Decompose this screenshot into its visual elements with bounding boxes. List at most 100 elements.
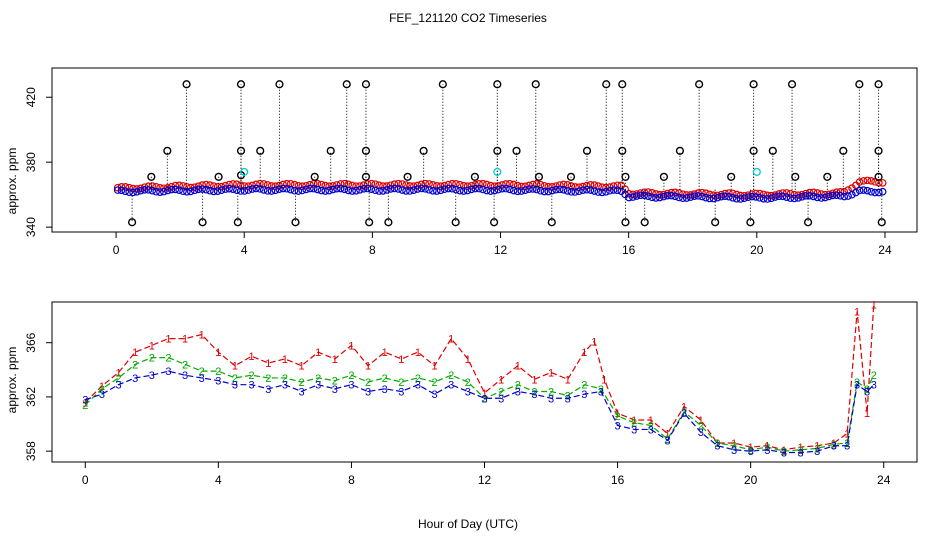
top-outlier-point: [531, 80, 540, 89]
top-point: [375, 187, 383, 195]
top-point: [567, 188, 576, 196]
top-point: [167, 185, 176, 194]
bottom-series-marker: 3: [182, 370, 188, 382]
bottom-series-marker: 1: [199, 330, 205, 342]
top-point: [252, 180, 260, 189]
bottom-series-marker: 1: [731, 438, 737, 450]
bottom-series-marker: 3: [232, 380, 238, 392]
top-data-layer: [113, 80, 887, 227]
bottom-series-marker: 1: [648, 415, 654, 427]
bottom-series-marker: 2: [382, 373, 388, 385]
top-point: [721, 192, 729, 201]
bottom-series-marker: 1: [315, 347, 321, 359]
top-outlier-point: [640, 218, 649, 227]
top-point: [448, 184, 456, 193]
top-y-tick-label: 420: [24, 87, 38, 107]
top-outlier-point: [874, 172, 883, 181]
chart-title: FEF_121120 CO2 Timeseries: [389, 11, 547, 25]
top-outlier-point: [877, 218, 886, 227]
top-outlier-point: [365, 218, 374, 227]
top-point: [740, 194, 749, 203]
top-point: [671, 192, 679, 201]
bottom-x-tick-label: 24: [877, 473, 891, 487]
top-point: [321, 187, 330, 195]
bottom-series-marker: 3: [731, 445, 737, 457]
top-point: [271, 186, 280, 195]
top-point: [379, 187, 387, 195]
top-point: [329, 185, 337, 194]
top-point: [794, 194, 802, 202]
bottom-series-marker: 1: [601, 374, 607, 386]
bottom-y-ticks: 358 362 366: [24, 332, 52, 461]
bottom-series-marker: 1: [681, 401, 687, 413]
top-point: [555, 185, 564, 194]
top-outlier-point: [547, 218, 556, 227]
top-point: [417, 184, 426, 193]
bottom-series-marker: 3: [814, 446, 820, 458]
top-outlier-point: [727, 172, 736, 181]
top-point: [709, 194, 718, 203]
top-point: [575, 187, 583, 196]
top-point: [171, 185, 180, 194]
top-point: [406, 182, 414, 190]
top-series-high-outliers: [182, 80, 883, 190]
top-outlier-point: [403, 172, 412, 181]
bottom-series-marker: 3: [764, 445, 770, 457]
bottom-series-marker: 3: [748, 446, 754, 458]
bottom-series-marker: 2: [681, 407, 687, 419]
top-outlier-point: [438, 80, 447, 89]
top-panel: approx. ppm 0 4 8 12 16 20 24 340 380 420: [5, 67, 918, 257]
top-point: [713, 193, 722, 202]
bottom-series-marker: 2: [698, 420, 704, 432]
bottom-series-marker: 1: [298, 361, 304, 373]
top-point: [828, 191, 837, 200]
top-outlier-point: [621, 172, 630, 181]
bottom-series-marker: 3: [332, 384, 338, 396]
top-point: [579, 186, 587, 195]
top-outlier-point: [855, 80, 864, 89]
bottom-series-marker: 2: [282, 373, 288, 385]
top-point: [163, 183, 172, 192]
bottom-series-marker: 1: [115, 368, 121, 380]
top-point: [486, 181, 495, 190]
bottom-series-marker: 2: [315, 373, 321, 385]
top-point: [609, 182, 618, 190]
top-outlier-point: [566, 172, 576, 181]
bottom-series-marker: 3: [648, 424, 654, 436]
top-point: [302, 185, 310, 194]
top-point: [494, 185, 503, 194]
top-point: [336, 180, 345, 188]
top-cyan-point: [493, 167, 502, 176]
top-point: [233, 186, 241, 194]
top-point: [121, 187, 130, 196]
top-point: [286, 185, 295, 194]
bottom-series-marker: 2: [764, 442, 770, 454]
top-point: [294, 181, 303, 190]
top-cyan-point: [752, 167, 761, 176]
top-point: [490, 186, 499, 195]
top-point: [198, 185, 207, 193]
bottom-series-marker: 2: [165, 353, 171, 365]
bottom-series-marker: 1: [854, 306, 860, 318]
top-point: [605, 186, 614, 195]
bottom-series-marker: 3: [132, 373, 138, 385]
top-point: [160, 187, 168, 196]
top-point: [244, 186, 253, 194]
bottom-series-marker: 3: [165, 366, 171, 378]
top-point: [371, 186, 380, 195]
top-point: [179, 187, 187, 196]
top-point: [459, 187, 468, 195]
top-point: [855, 186, 864, 195]
bottom-series-marker: 2: [465, 377, 471, 389]
top-point: [690, 192, 699, 200]
top-outlier-point: [182, 80, 191, 89]
bottom-series-marker: 1: [871, 300, 877, 312]
top-point: [144, 186, 153, 194]
top-point: [309, 184, 318, 193]
top-point: [156, 188, 164, 196]
top-point: [359, 184, 368, 193]
top-outlier-point: [493, 146, 502, 155]
top-point: [809, 192, 818, 201]
top-outlier-point: [198, 218, 207, 227]
